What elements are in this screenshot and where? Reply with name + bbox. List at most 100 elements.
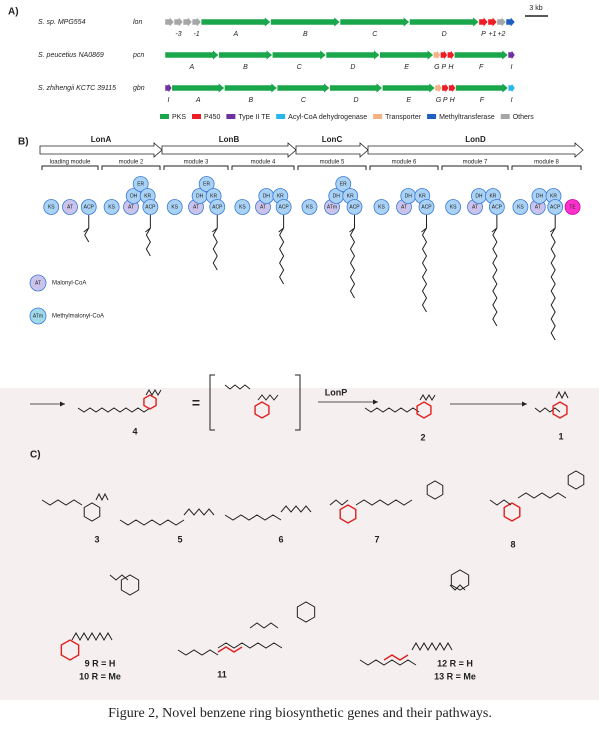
gene-arrow xyxy=(487,16,498,28)
domain xyxy=(275,199,292,215)
domain-label: ER xyxy=(203,181,210,187)
gene-arrow xyxy=(270,16,341,28)
compound-label: 13 R = Me xyxy=(434,671,476,681)
gene-label: D xyxy=(350,64,355,71)
bond xyxy=(517,492,567,499)
domain-label: ACP xyxy=(421,204,432,210)
domain xyxy=(209,199,226,215)
gene-arrow xyxy=(447,49,455,61)
gene-label: I xyxy=(511,64,513,71)
compound-label: 8 xyxy=(510,539,515,549)
domain-label: AT xyxy=(128,204,134,210)
bond xyxy=(41,499,83,506)
domain xyxy=(512,199,529,215)
domain-label: KS xyxy=(48,204,55,210)
bond xyxy=(534,407,561,413)
ring xyxy=(296,601,316,623)
domain-label: AT xyxy=(535,204,541,210)
bond xyxy=(555,390,569,400)
chain xyxy=(349,215,356,299)
domain-label: DH xyxy=(196,193,204,199)
domain-label: KS xyxy=(450,204,457,210)
gene-arrow xyxy=(164,82,173,94)
domain xyxy=(142,199,159,215)
panel-label: A) xyxy=(8,7,19,18)
domain-label: KR xyxy=(489,193,496,199)
domain-label: KS xyxy=(171,204,178,210)
gene-arrow xyxy=(272,49,327,61)
domain-label: ACP xyxy=(278,204,289,210)
domain xyxy=(234,199,251,215)
gene-arrow xyxy=(379,49,434,61)
domain-label: DH xyxy=(333,193,341,199)
domain xyxy=(547,199,564,215)
legend-label: Methyltransferase xyxy=(439,114,495,121)
module-bracket xyxy=(297,165,367,170)
legend-symbol: AT xyxy=(35,280,41,286)
module-name: module 2 xyxy=(119,160,144,166)
bond xyxy=(71,631,113,642)
bracket xyxy=(209,374,301,431)
gene-arrow xyxy=(454,49,509,61)
domain-label: KR xyxy=(277,193,284,199)
domain xyxy=(62,199,78,215)
legend-swatch xyxy=(373,114,383,119)
module-name: module 5 xyxy=(320,160,345,166)
gene-label: P xyxy=(443,97,448,104)
gene-arrow xyxy=(339,16,410,28)
bond xyxy=(489,499,512,506)
gene-label: C xyxy=(372,31,378,38)
domain-label: KR xyxy=(144,193,151,199)
compound-label: 4 xyxy=(132,426,137,436)
domain-label: DH xyxy=(405,193,413,199)
gene-arrow xyxy=(507,82,516,94)
bond xyxy=(177,649,219,656)
gene-arrow xyxy=(171,82,225,94)
gene-label: -3 xyxy=(175,31,181,38)
bond xyxy=(355,499,413,506)
gene-arrow xyxy=(224,82,278,94)
gene-arrow xyxy=(441,82,449,94)
domain-label: ER xyxy=(340,181,347,187)
bond xyxy=(449,584,466,591)
domain-label: ACP xyxy=(349,204,360,210)
ring xyxy=(254,401,270,419)
gene-arrow xyxy=(507,49,516,61)
bond xyxy=(183,508,215,516)
legend-swatch xyxy=(276,114,286,119)
module-bracket xyxy=(231,165,295,170)
chain xyxy=(278,215,285,285)
bond xyxy=(224,514,282,521)
gene-label: G xyxy=(436,97,442,104)
domain-label: AT xyxy=(472,204,478,210)
legend-label: Methylmalonyl-CoA xyxy=(52,314,104,320)
protein-name: LonC xyxy=(322,135,343,144)
domain-label: ATm xyxy=(327,204,337,210)
domain-label: DH xyxy=(263,193,271,199)
legend-label: Malonyl-CoA xyxy=(52,281,86,287)
gene-label: +1 xyxy=(488,31,496,38)
ring xyxy=(416,401,432,419)
gene-label: A xyxy=(232,31,238,38)
ring xyxy=(450,569,470,591)
module-bracket xyxy=(41,165,99,170)
legend-domain xyxy=(29,307,47,325)
gene-label: D xyxy=(442,31,447,38)
bond xyxy=(95,492,109,502)
domain-label: ACP xyxy=(492,204,503,210)
domain-label: KS xyxy=(108,204,115,210)
protein-name: LonD xyxy=(465,135,486,144)
compound-label: 12 R = H xyxy=(437,658,473,668)
compound-label: 5 xyxy=(177,534,182,544)
legend-label: Type II TE xyxy=(238,114,270,121)
chain xyxy=(491,215,498,327)
gene-arrow xyxy=(496,16,507,28)
domain xyxy=(445,199,462,215)
caption: Figure 2, Novel benzene ring biosyntheti… xyxy=(108,706,492,721)
gene-label: +2 xyxy=(497,31,505,38)
equals: = xyxy=(192,395,200,411)
domain xyxy=(166,199,183,215)
arrow-head xyxy=(373,399,378,405)
domain xyxy=(373,199,390,215)
